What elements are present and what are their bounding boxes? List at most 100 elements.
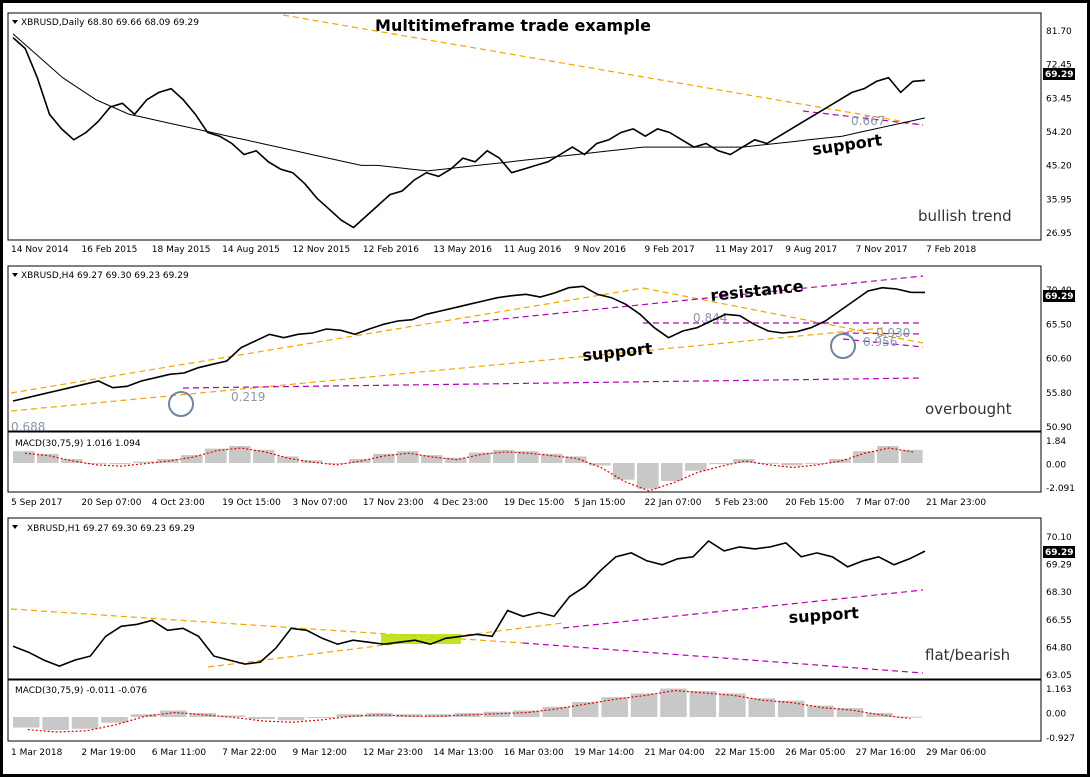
panel0-xtick-5: 12 Feb 2016 [363,245,419,255]
panel2-macd-bar-15 [373,453,395,463]
panel1-ytick-1: 65.50 [1046,320,1072,330]
panel0-xtick-7: 11 Aug 2016 [504,245,562,255]
panel4-xtick-9: 21 Mar 04:00 [644,748,704,758]
panel2-macd-bar-26 [637,463,659,489]
panel4-macd-bar-25 [748,698,775,717]
panel4-macd-bar-19 [572,702,599,717]
panel2-macd-bar-35 [853,451,875,463]
daily-symbol-info: XBRUSD,Daily 68.80 69.66 68.09 69.29 [21,18,199,28]
panel1-series-0 [12,285,926,402]
daily-trend-label: bullish trend [918,207,1012,225]
panel2-macd-bar-8 [205,448,227,463]
h1-yellow-line-1 [10,608,524,644]
macd1-info: MACD(30,75,9) 1.016 1.094 [15,439,141,449]
daily-menu-icon[interactable] [12,20,18,24]
panel2-macd-bar-9 [229,446,251,463]
panel2-macd-bar-27 [661,463,683,481]
panel2-macd-bar-31 [757,462,779,464]
panel-daily-border [7,12,1042,241]
panel0-price-tag-bg [1043,68,1075,80]
panel4-xtick-0: 1 Mar 2018 [11,748,63,758]
panel4-macd-bar-5 [160,710,187,717]
panel0-xtick-10: 11 May 2017 [715,245,774,255]
panel3-price-tag: 69.29 [1045,548,1073,558]
panel4-macd-bar-30 [895,716,923,718]
panel0-ytick-1: 72.45 [1046,61,1072,71]
panel2-xtick-4: 3 Nov 07:00 [293,498,348,508]
panel2-macd-bar-13 [325,462,347,464]
panel4-ytick-0: 1.163 [1046,685,1072,695]
panel4-macd-bar-24 [719,693,746,717]
h1-trend-label: flat/bearish [925,646,1010,664]
panel2-macd-bar-32 [781,463,803,466]
panel0-xtick-9: 9 Feb 2017 [644,245,694,255]
h1-bearish-line [522,642,924,674]
h1-highlight-zone [381,634,461,644]
panel2-macd-bar-37 [901,449,923,463]
panel2-macd-bar-0 [13,451,35,463]
h1-menu-icon[interactable] [12,525,18,529]
panel2-macd-bar-3 [85,462,107,464]
panel4-xtick-7: 16 Mar 03:00 [504,748,564,758]
panel1-ytick-4: 50.90 [1046,423,1072,433]
panel3-ytick-2: 68.30 [1046,588,1072,598]
panel2-xtick-6: 4 Dec 23:00 [433,498,488,508]
panel4-macd-bar-4 [130,714,158,717]
panel4-macd-bar-10 [307,717,334,718]
panel4-macd-bar-9 [277,717,305,721]
panel0-xtick-2: 18 May 2015 [152,245,211,255]
h4-resistance-label: resistance [709,276,804,305]
panel4-macd-bar-11 [336,714,364,717]
panel2-macd-signal [24,447,914,492]
h1-symbol-info: XBRUSD,H1 69.27 69.30 69.23 69.29 [27,524,195,534]
panel0-series-0 [12,37,926,229]
panel4-macd-bar-8 [248,717,275,719]
panel4-xtick-5: 12 Mar 23:00 [363,748,423,758]
h4-menu-icon[interactable] [12,273,18,277]
panel2-xtick-9: 22 Jan 07:00 [644,498,701,508]
panel3-ytick-5: 63.05 [1046,671,1072,681]
panel2-ytick-1: 0.00 [1046,461,1066,471]
panel-macd2-border [7,679,1042,742]
panel2-xtick-5: 17 Nov 23:00 [363,498,424,508]
panel4-xtick-12: 27 Mar 16:00 [856,748,916,758]
chart-canvas: Multitimeframe trade example XBRUSD,Dail… [7,12,1075,758]
panel4-macd-bar-28 [836,708,864,717]
panel3-price-tag-bg [1043,546,1075,558]
h4-fib-corner: 0.688 [11,420,45,434]
panel2-macd-bar-18 [445,457,467,463]
panel0-price-tag: 69.29 [1045,70,1073,80]
panel4-macd-signal [27,689,911,733]
h4-fib-line-right2 [842,338,924,348]
panel2-macd-bar-21 [517,451,539,463]
panel2-macd-bar-34 [829,459,851,463]
panel4-macd-bar-29 [866,712,893,717]
h4-fib-line-right [842,332,924,335]
panel0-ytick-5: 35.95 [1046,195,1072,205]
panel3-ytick-4: 64.80 [1046,643,1072,653]
panel0-xtick-12: 7 Nov 2017 [856,245,908,255]
panel2-macd-bar-36 [877,446,899,463]
h4-resistance-line [462,275,924,324]
panel0-xtick-1: 16 Feb 2015 [81,245,137,255]
panel4-xtick-2: 6 Mar 11:00 [152,748,207,758]
panel4-macd-bar-23 [689,691,717,717]
panel4-macd-bar-26 [777,700,805,717]
panel2-macd-bar-19 [469,452,491,463]
panel2-macd-bar-4 [109,463,131,465]
panel2-xtick-0: 5 Sep 2017 [11,498,62,508]
panel2-xtick-2: 4 Oct 23:00 [152,498,205,508]
panel4-macd-bar-15 [454,712,481,717]
panel1-price-tag-bg [1043,290,1075,302]
panel2-macd-bar-17 [421,455,443,463]
panel0-ytick-0: 81.70 [1046,27,1072,37]
panel4-macd-bar-18 [542,706,569,717]
panel0-ytick-6: 26.95 [1046,229,1072,239]
panel1-ytick-2: 60.60 [1046,355,1072,365]
panel2-ytick-0: 1.84 [1046,437,1066,447]
panel4-xtick-1: 2 Mar 19:00 [81,748,136,758]
panel2-macd-bar-23 [565,456,587,463]
panel-h1-border [7,517,1042,680]
panel4-macd-bar-3 [101,717,128,723]
daily-resistance-trendline [282,14,924,126]
